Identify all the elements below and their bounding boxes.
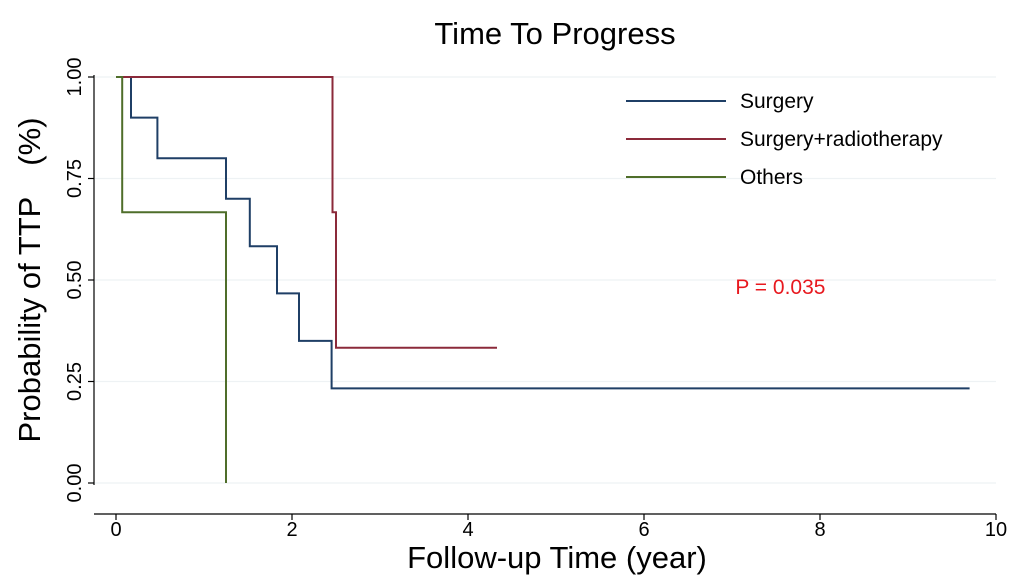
y-tick-label-4: 1.00	[64, 58, 86, 97]
x-tick-label-0: 0	[110, 519, 121, 541]
series-lines	[116, 76, 970, 483]
legend: Surgery Surgery+radiotherapy Others	[626, 90, 943, 189]
legend-label-surgery-radiotherapy: Surgery+radiotherapy	[740, 128, 943, 151]
y-tick-label-2: 0.50	[64, 261, 86, 300]
x-tick-label-3: 6	[638, 519, 649, 541]
x-tick-label-2: 4	[462, 519, 473, 541]
legend-label-surgery: Surgery	[740, 90, 814, 113]
x-tick-label-5: 10	[985, 519, 1007, 541]
series-line-others	[116, 76, 227, 483]
x-tick-label-4: 8	[814, 519, 825, 541]
y-axis-title: Probability of TTP (%)	[12, 117, 47, 442]
series-line-surgery	[116, 76, 970, 390]
p-value-annotation: P = 0.035	[735, 276, 825, 299]
x-axis-ticks: 0 2 4 6 8 10	[110, 514, 1007, 541]
y-tick-label-1: 0.25	[64, 362, 86, 401]
legend-label-others: Others	[740, 166, 803, 189]
chart-title: Time To Progress	[434, 16, 675, 51]
y-tick-label-0: 0.00	[64, 464, 86, 503]
y-axis-ticks: 0.00 0.25 0.50 0.75 1.00	[64, 58, 94, 503]
x-axis-title: Follow-up Time (year)	[407, 540, 707, 575]
y-tick-label-3: 0.75	[64, 159, 86, 198]
x-tick-label-1: 2	[286, 519, 297, 541]
series-line-surgery-radiotherapy	[116, 76, 497, 349]
